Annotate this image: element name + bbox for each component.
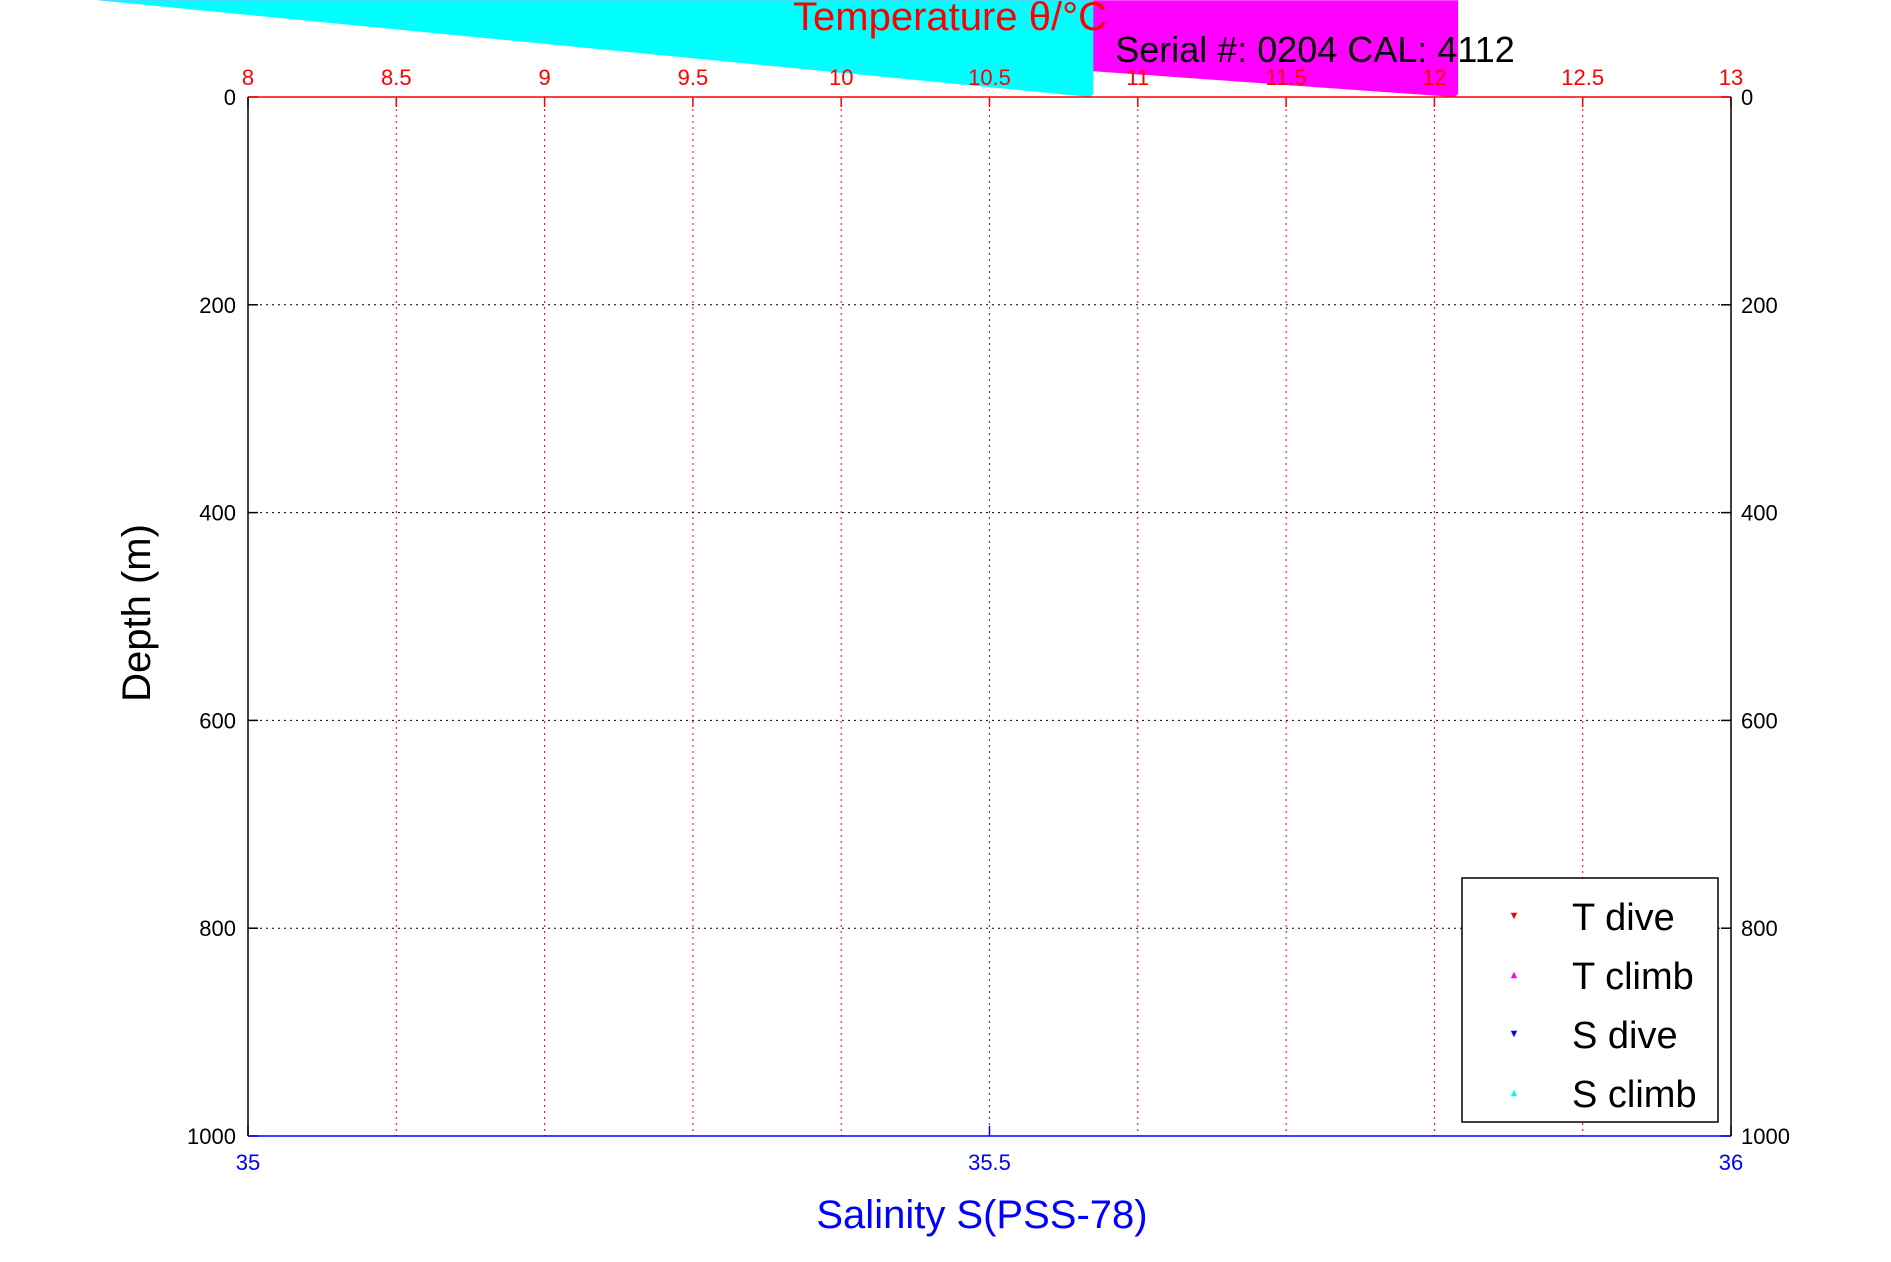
series-markers bbox=[97, 0, 1094, 98]
temp-tick-label: 9.5 bbox=[678, 65, 709, 90]
chart-subtitle: Serial #: 0204 CAL: 4112 bbox=[1115, 29, 1515, 70]
x-axis-label-salinity: Salinity S(PSS-78) bbox=[816, 1193, 1147, 1237]
depth-tick-label-right: 1000 bbox=[1741, 1124, 1790, 1149]
temp-tick-label: 12 bbox=[1422, 65, 1446, 90]
legend-marker bbox=[1510, 912, 1518, 920]
sal-tick-label: 36 bbox=[1719, 1150, 1743, 1175]
temp-tick-label: 10 bbox=[829, 65, 853, 90]
temp-tick-label: 11 bbox=[1126, 65, 1149, 90]
sal-tick-label: 35 bbox=[236, 1150, 260, 1175]
depth-tick-label-right: 0 bbox=[1741, 85, 1753, 110]
temp-tick-label: 9 bbox=[538, 65, 550, 90]
depth-tick-label-left: 0 bbox=[224, 85, 236, 110]
depth-tick-label-left: 200 bbox=[199, 293, 236, 318]
depth-tick-label-right: 400 bbox=[1741, 501, 1778, 526]
depth-tick-label-left: 400 bbox=[199, 501, 236, 526]
legend-marker bbox=[1510, 1030, 1518, 1038]
temp-tick-label: 8 bbox=[242, 65, 254, 90]
sal-tick-label: 35.5 bbox=[968, 1150, 1011, 1175]
legend-box bbox=[1461, 877, 1719, 1123]
depth-tick-label-left: 600 bbox=[199, 708, 236, 733]
plot-data bbox=[97, 0, 1459, 98]
temp-tick-label: 8.5 bbox=[381, 65, 412, 90]
temp-tick-label: 13 bbox=[1719, 65, 1743, 90]
depth-tick-label-right: 600 bbox=[1741, 708, 1778, 733]
temp-tick-label: 10.5 bbox=[968, 65, 1011, 90]
legend-label: S climb bbox=[1572, 1074, 1697, 1116]
depth-tick-label-left: 1000 bbox=[187, 1124, 236, 1149]
y-axis-label: Depth (m) bbox=[115, 524, 159, 702]
temp-tick-label: 12.5 bbox=[1561, 65, 1604, 90]
chart-title: Temperature θ/°C bbox=[793, 0, 1107, 39]
depth-tick-label-left: 800 bbox=[199, 916, 236, 941]
series-s-climb bbox=[97, 0, 1094, 98]
depth-tick-label-right: 800 bbox=[1741, 916, 1778, 941]
depth-tick-label-right: 200 bbox=[1741, 293, 1778, 318]
grid bbox=[248, 97, 1731, 1136]
legend-label: T dive bbox=[1572, 897, 1675, 939]
legend-marker bbox=[1510, 971, 1518, 979]
legend-label: S dive bbox=[1572, 1015, 1678, 1057]
legend-marker bbox=[1510, 1089, 1518, 1097]
temp-tick-label: 11.5 bbox=[1266, 65, 1307, 90]
legend-label: T climb bbox=[1572, 956, 1694, 998]
legend: T dive T climb S dive S climb bbox=[1461, 877, 1719, 1123]
